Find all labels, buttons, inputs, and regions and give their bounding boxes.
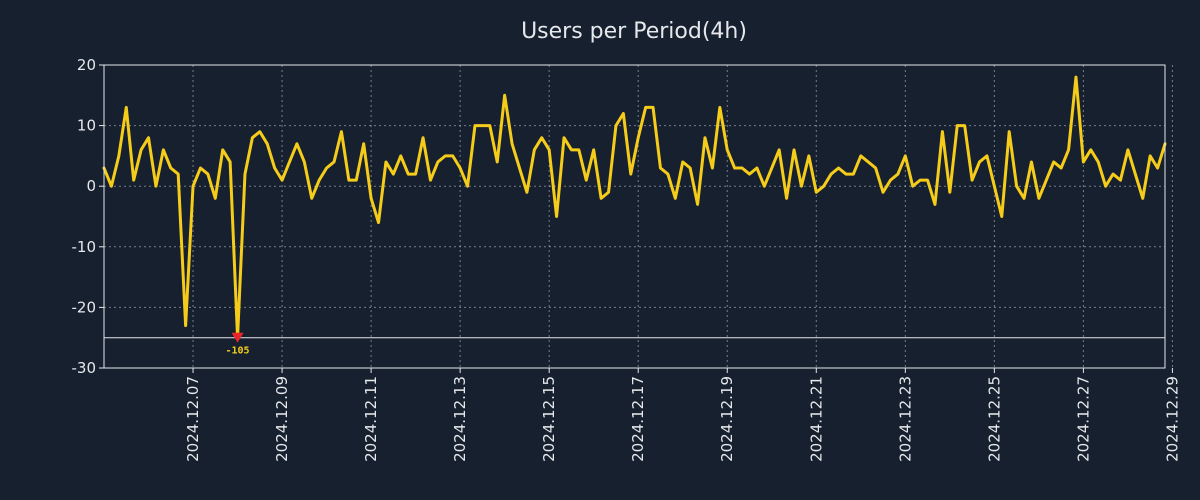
x-tick-label: 2024.12.19: [718, 376, 736, 462]
x-tick-label: 2024.12.25: [985, 376, 1003, 462]
x-tick-label: 2024.12.15: [540, 376, 558, 462]
x-tick-label: 2024.12.21: [807, 376, 825, 462]
series-group: [102, 75, 1167, 340]
x-tick-label: 2024.12.13: [451, 376, 469, 462]
min-marker-group: -105: [226, 332, 250, 357]
x-axis: 2024.12.07 2024.12.09 2024.12.11 2024.12.13…: [184, 368, 1181, 462]
y-tick-label: 0: [86, 177, 96, 195]
grid: [104, 65, 1173, 368]
x-tick-label: 2024.12.17: [629, 376, 647, 462]
x-tick-label: 2024.12.27: [1074, 376, 1092, 462]
plot-frame: [103, 64, 1166, 369]
y-tick-label: -30: [72, 359, 97, 377]
x-tick-label: 2024.12.29: [1163, 376, 1181, 462]
x-tick-label: 2024.12.23: [896, 376, 914, 462]
x-tick-label: 2024.12.07: [184, 376, 202, 462]
x-tick-label: 2024.12.09: [273, 376, 291, 462]
y-tick-label: 20: [77, 56, 96, 74]
y-tick-label: 10: [77, 117, 96, 135]
series-line: [102, 75, 1167, 340]
y-tick-label: -20: [72, 298, 97, 316]
y-axis: 20 10 0 -10 -20 -30: [72, 56, 104, 377]
x-tick-label: 2024.12.11: [362, 376, 380, 462]
y-tick-label: -10: [72, 238, 97, 256]
min-value-label: -105: [226, 346, 250, 357]
chart-title: Users per Period(4h): [521, 19, 747, 44]
min-marker-icon: [231, 332, 244, 343]
